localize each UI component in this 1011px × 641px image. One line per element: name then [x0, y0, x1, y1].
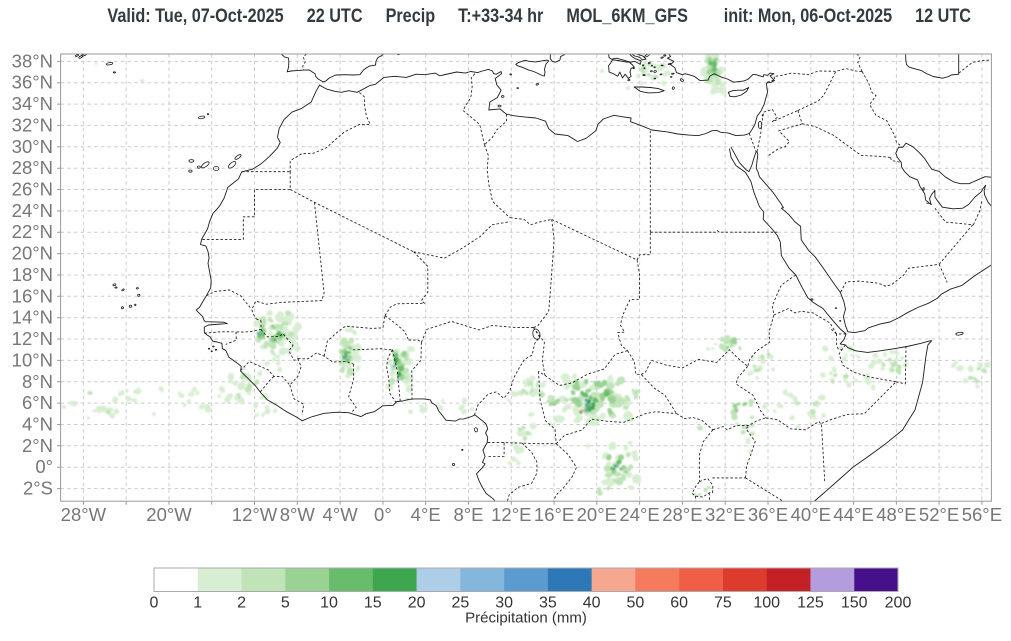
- svg-text:22°N: 22°N: [12, 221, 53, 242]
- svg-text:2°S: 2°S: [23, 478, 53, 499]
- svg-text:Précipitation (mm): Précipitation (mm): [465, 610, 587, 627]
- svg-text:16°E: 16°E: [534, 504, 574, 525]
- svg-text:32°E: 32°E: [705, 504, 745, 525]
- svg-text:20°N: 20°N: [12, 243, 53, 264]
- svg-text:50: 50: [627, 595, 645, 612]
- svg-text:4°W: 4°W: [323, 504, 359, 525]
- svg-text:0°: 0°: [374, 504, 392, 525]
- svg-text:8°W: 8°W: [280, 504, 316, 525]
- svg-text:28°N: 28°N: [12, 157, 53, 178]
- svg-text:36°N: 36°N: [12, 72, 53, 93]
- svg-text:12°W: 12°W: [232, 504, 278, 525]
- svg-text:15: 15: [364, 595, 382, 612]
- svg-text:36°E: 36°E: [748, 504, 788, 525]
- svg-text:4°E: 4°E: [411, 504, 441, 525]
- svg-text:52°E: 52°E: [919, 504, 959, 525]
- svg-text:10°N: 10°N: [12, 349, 53, 370]
- svg-text:28°W: 28°W: [61, 504, 107, 525]
- svg-text:75: 75: [714, 595, 732, 612]
- svg-text:20°E: 20°E: [577, 504, 617, 525]
- svg-text:10: 10: [320, 595, 338, 612]
- svg-text:16°N: 16°N: [12, 285, 53, 306]
- svg-text:38°N: 38°N: [12, 50, 53, 71]
- svg-text:28°E: 28°E: [662, 504, 702, 525]
- svg-text:0°: 0°: [35, 456, 53, 477]
- svg-text:35: 35: [539, 595, 557, 612]
- svg-text:4°N: 4°N: [22, 414, 53, 435]
- svg-text:200: 200: [885, 595, 912, 612]
- svg-text:44°E: 44°E: [833, 504, 873, 525]
- svg-text:26°N: 26°N: [12, 179, 53, 200]
- svg-text:40: 40: [583, 595, 601, 612]
- svg-text:100: 100: [753, 595, 780, 612]
- svg-text:150: 150: [841, 595, 868, 612]
- svg-text:60: 60: [670, 595, 688, 612]
- svg-text:12°E: 12°E: [491, 504, 531, 525]
- svg-text:8°E: 8°E: [453, 504, 483, 525]
- svg-text:2: 2: [237, 595, 246, 612]
- svg-text:12°N: 12°N: [12, 328, 53, 349]
- svg-text:20: 20: [408, 595, 426, 612]
- svg-text:40°E: 40°E: [791, 504, 831, 525]
- svg-text:125: 125: [797, 595, 824, 612]
- svg-text:5: 5: [281, 595, 290, 612]
- svg-text:24°N: 24°N: [12, 200, 53, 221]
- svg-text:32°N: 32°N: [12, 114, 53, 135]
- svg-text:8°N: 8°N: [22, 371, 53, 392]
- svg-text:0: 0: [150, 595, 159, 612]
- svg-text:30: 30: [495, 595, 513, 612]
- svg-text:1: 1: [193, 595, 202, 612]
- svg-text:30°N: 30°N: [12, 136, 53, 157]
- svg-text:56°E: 56°E: [962, 504, 1002, 525]
- svg-text:6°N: 6°N: [22, 392, 53, 413]
- svg-text:48°E: 48°E: [876, 504, 916, 525]
- svg-text:14°N: 14°N: [12, 307, 53, 328]
- svg-text:25: 25: [451, 595, 469, 612]
- svg-text:2°N: 2°N: [22, 435, 53, 456]
- svg-text:24°E: 24°E: [619, 504, 659, 525]
- svg-text:20°W: 20°W: [146, 504, 192, 525]
- svg-text:18°N: 18°N: [12, 264, 53, 285]
- svg-text:34°N: 34°N: [12, 93, 53, 114]
